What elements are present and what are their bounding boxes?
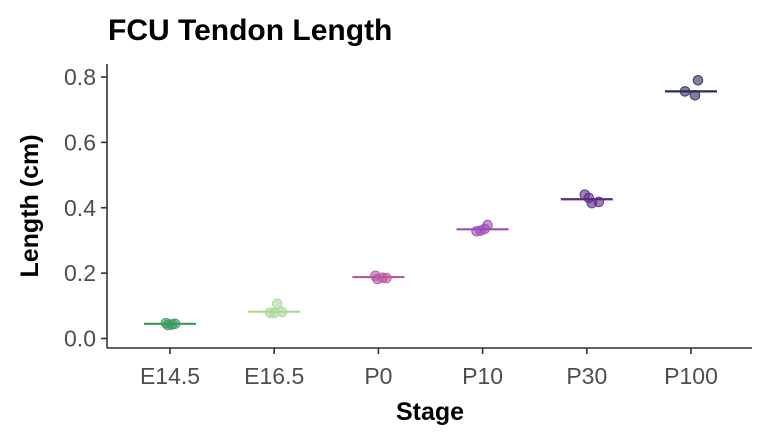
x-axis-title: Stage xyxy=(396,398,464,426)
data-point xyxy=(692,74,704,86)
data-point xyxy=(268,307,280,319)
data-point xyxy=(162,319,174,331)
y-axis-title: Length (cm) xyxy=(16,134,44,277)
chart-title: FCU Tendon Length xyxy=(108,14,392,47)
y-tick-label: 0.2 xyxy=(64,260,96,286)
y-tick-label: 0.8 xyxy=(64,64,96,90)
x-tick-label: P100 xyxy=(664,363,718,389)
x-tick-label: P0 xyxy=(364,363,392,389)
data-point xyxy=(679,86,691,97)
y-tick-label: 0.0 xyxy=(64,326,96,352)
y-tick-label: 0.4 xyxy=(64,195,96,221)
y-tick-label: 0.6 xyxy=(64,129,96,155)
data-point xyxy=(586,197,598,209)
data-point xyxy=(475,225,486,236)
x-tick-label: E14.5 xyxy=(140,363,200,389)
data-point xyxy=(381,272,392,284)
plot-area xyxy=(144,74,717,331)
x-tick-label: P30 xyxy=(566,363,607,389)
x-tick-label: E16.5 xyxy=(244,363,304,389)
data-point xyxy=(372,273,383,285)
x-tick-label: P10 xyxy=(462,363,503,389)
data-point xyxy=(689,90,701,101)
axes: 0.0 0.2 0.4 0.6 0.8 E14.5 E16.5 P0 P10 P30 P100 xyxy=(64,64,752,389)
